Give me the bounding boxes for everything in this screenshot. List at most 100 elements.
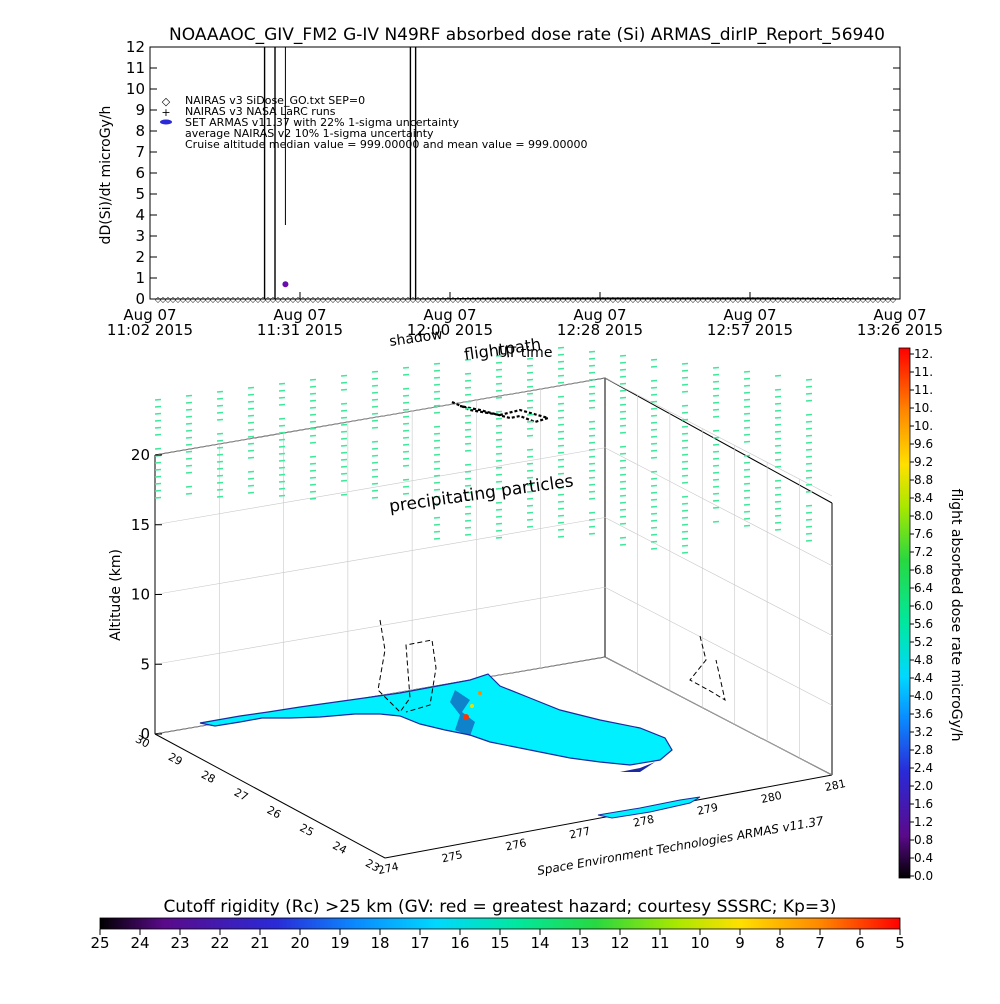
particle-mark [309, 420, 317, 423]
particle-mark [619, 403, 627, 406]
particle-mark [743, 510, 751, 513]
precipitating-particles-field [154, 346, 813, 554]
particle-mark [309, 378, 317, 381]
series-marker-nairas: ◇ [785, 295, 792, 304]
series-marker-nairas: ◇ [740, 295, 747, 304]
particle-mark [557, 444, 565, 447]
particle-mark [495, 417, 503, 420]
series-marker-nairas: ◇ [850, 295, 857, 304]
series-marker-nairas: ◇ [355, 295, 362, 304]
z-tick-label: 5 [140, 655, 150, 673]
particle-mark [712, 520, 720, 523]
colorbar-tick-label: 0.8 [914, 833, 933, 847]
grid-line-back-left [154, 447, 606, 526]
particle-mark [464, 484, 472, 487]
particle-mark [495, 536, 503, 539]
particle-mark [371, 461, 379, 464]
particle-mark [278, 494, 286, 497]
particle-mark [495, 375, 503, 378]
top-x-tick-date: Aug 07 [123, 306, 176, 324]
particle-mark [557, 430, 565, 433]
particle-mark [557, 472, 565, 475]
particle-mark [495, 354, 503, 357]
particle-mark [185, 443, 193, 446]
particle-mark [371, 496, 379, 499]
particle-mark [774, 486, 782, 489]
series-marker-nairas: ◇ [550, 295, 557, 304]
series-marker-nairas: ◇ [430, 295, 437, 304]
particle-mark [464, 533, 472, 536]
series-marker-nairas: ◇ [855, 295, 862, 304]
particle-mark [495, 396, 503, 399]
credit-label: Space Environment Technologies ARMAS v11… [536, 814, 825, 878]
particle-mark [216, 390, 224, 393]
series-marker-nairas: ◇ [725, 295, 732, 304]
particle-mark [154, 489, 162, 492]
colorbar-tick-label: 2.8 [914, 743, 933, 757]
particle-mark [774, 409, 782, 412]
particle-mark [402, 436, 410, 439]
particle-mark [681, 446, 689, 449]
top-x-axis-label: UT time [498, 345, 553, 361]
particle-mark [340, 437, 348, 440]
particle-mark [495, 459, 503, 462]
particle-mark [216, 474, 224, 477]
top-x-tick-time: 12:00 2015 [407, 321, 493, 339]
particle-mark [588, 469, 596, 472]
armas-data-point [282, 281, 289, 288]
particle-mark [619, 515, 627, 518]
particle-mark [681, 432, 689, 435]
particle-mark [681, 383, 689, 386]
legend-marker-diamond: ◇ [162, 95, 171, 108]
particle-mark [154, 419, 162, 422]
particle-mark [464, 526, 472, 529]
series-marker-nairas: ◇ [820, 295, 827, 304]
particle-mark [619, 452, 627, 455]
series-marker-nairas: ◇ [835, 295, 842, 304]
particle-mark [743, 426, 751, 429]
particle-mark [712, 457, 720, 460]
particle-mark [588, 406, 596, 409]
particle-mark [495, 382, 503, 385]
particle-mark [743, 482, 751, 485]
colorbar-tick-label: 11. [914, 365, 933, 379]
particle-mark [526, 469, 534, 472]
particle-mark [185, 422, 193, 425]
series-marker-nairas: ◇ [155, 295, 162, 304]
particle-mark [557, 346, 565, 349]
top-y-tick-label: 2 [135, 248, 145, 266]
particle-mark [681, 369, 689, 372]
particle-mark [526, 511, 534, 514]
particle-mark [526, 427, 534, 430]
particle-mark [774, 514, 782, 517]
particle-mark [464, 393, 472, 396]
particle-mark [278, 417, 286, 420]
particle-mark [805, 525, 813, 528]
particle-mark [247, 491, 255, 494]
particle-mark [216, 439, 224, 442]
particle-mark [402, 401, 410, 404]
particle-mark [650, 477, 658, 480]
particle-mark [650, 456, 658, 459]
series-marker-nairas: ◇ [600, 295, 607, 304]
particle-mark [278, 424, 286, 427]
particle-mark [526, 364, 534, 367]
particle-mark [650, 484, 658, 487]
z-tick-label: 10 [131, 586, 150, 604]
colorbar-tick-label: 0.0 [914, 869, 933, 883]
particle-mark [433, 446, 441, 449]
series-marker-nairas: ◇ [255, 295, 262, 304]
z-tick-label: 15 [131, 516, 150, 534]
particle-mark [743, 503, 751, 506]
cutoff-bar-gradient [99, 917, 901, 930]
particle-mark [495, 368, 503, 371]
particle-mark [278, 403, 286, 406]
series-marker-nairas: ◇ [160, 295, 167, 304]
series-marker-nairas: ◇ [280, 295, 287, 304]
cutoff-bar-label: Cutoff rigidity (Rc) >25 km (GV: red = g… [163, 897, 836, 917]
particle-mark [402, 457, 410, 460]
particle-mark [278, 431, 286, 434]
particle-mark [774, 388, 782, 391]
series-marker-nairas: ◇ [260, 295, 267, 304]
